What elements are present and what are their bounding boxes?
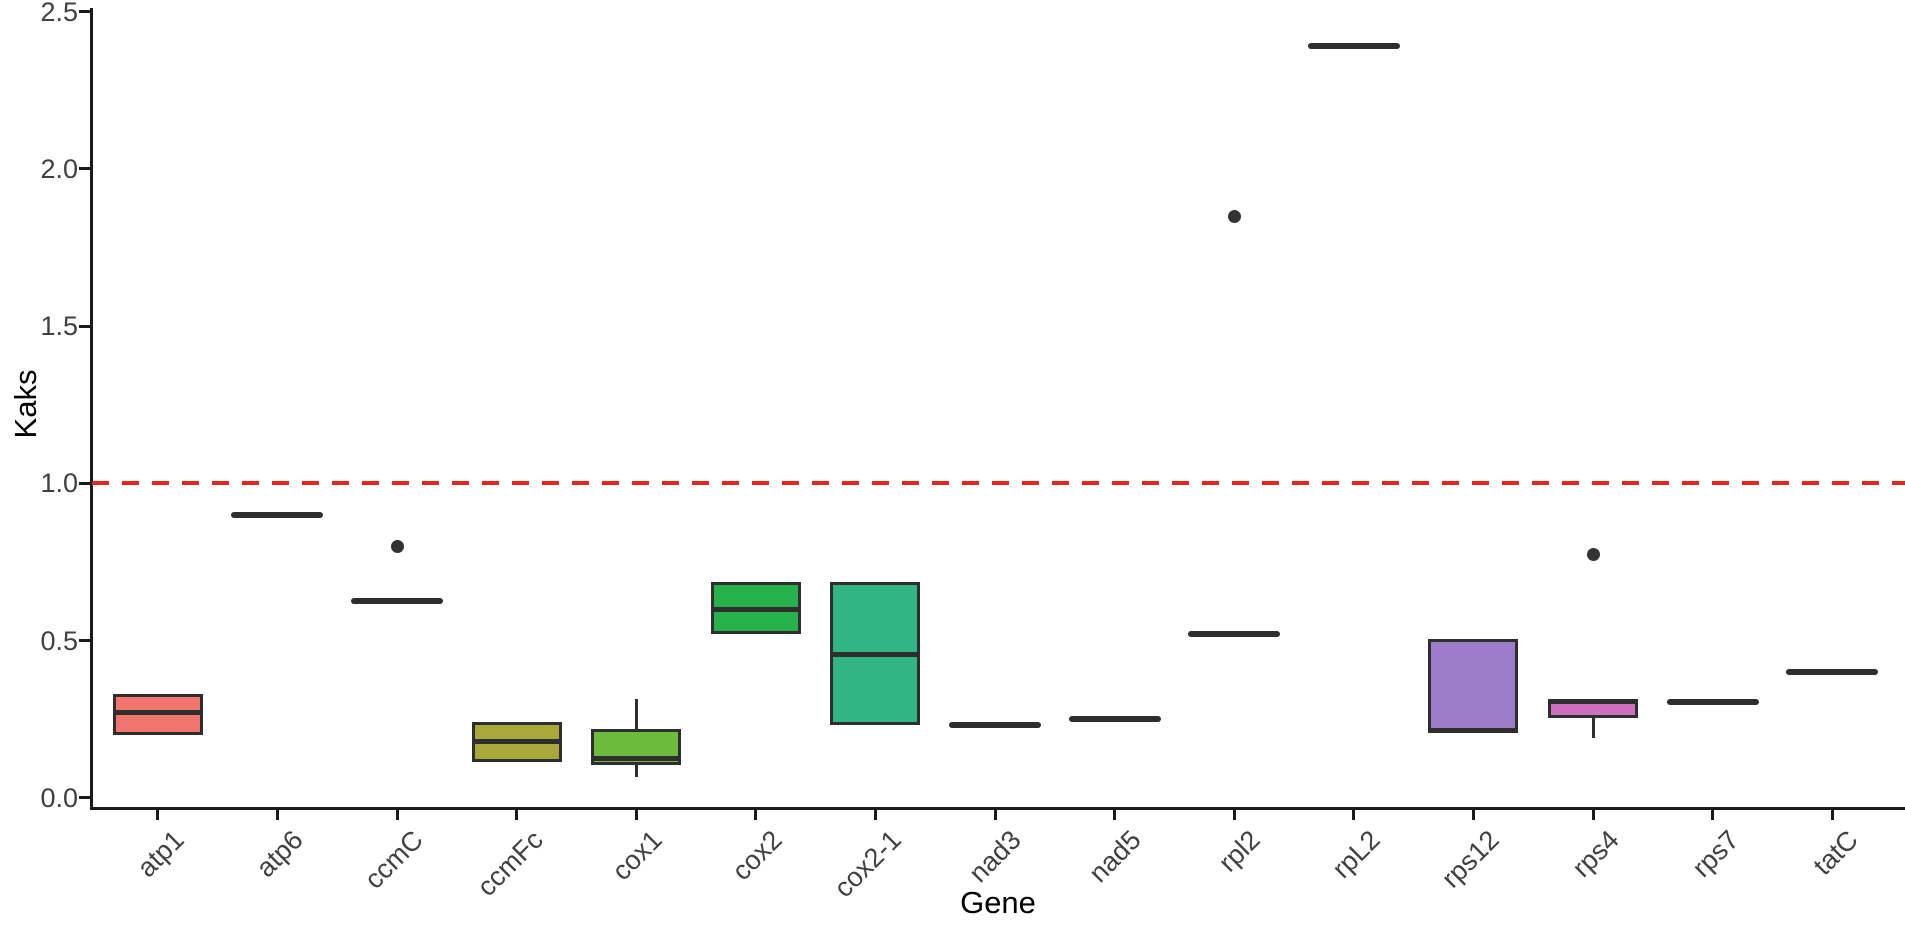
y-tick-label-1.5: 1.5 <box>40 311 78 342</box>
x-tick-label-tatC: tatC <box>1807 824 1864 881</box>
x-tick-label-rpL2: rpL2 <box>1326 824 1386 885</box>
whisker-low-rps4 <box>1591 717 1595 738</box>
x-tick-mark-rps7 <box>1711 808 1715 820</box>
median-rps4 <box>1548 699 1638 705</box>
x-tick-label-cox1: cox1 <box>606 824 668 887</box>
outlier-rps4-0 <box>1586 547 1600 561</box>
outlier-ccmC-0 <box>390 539 404 553</box>
median-atp1 <box>112 710 203 716</box>
y-tick-mark-1.5 <box>79 324 92 328</box>
boxplot-nad5 <box>1068 716 1161 723</box>
y-axis-title: Kaks <box>8 369 43 439</box>
y-tick-mark-2.0 <box>79 167 92 171</box>
x-tick-label-ccmC: ccmC <box>358 824 429 895</box>
median-cox2-1 <box>830 652 921 658</box>
x-tick-mark-tatC <box>1830 808 1834 820</box>
x-tick-mark-nad3 <box>993 808 997 820</box>
x-tick-label-atp1: atp1 <box>131 824 190 883</box>
x-axis-title: Gene <box>960 885 1036 920</box>
boxplot-atp6 <box>231 511 324 518</box>
y-tick-label-2.0: 2.0 <box>40 153 78 184</box>
y-tick-label-1.0: 1.0 <box>40 468 78 499</box>
x-tick-label-rps4: rps4 <box>1566 824 1625 883</box>
median-rps12 <box>1428 727 1519 733</box>
y-axis-line <box>90 8 93 810</box>
x-tick-label-nad5: nad5 <box>1082 824 1147 889</box>
y-tick-label-0.0: 0.0 <box>40 782 78 813</box>
x-tick-label-rps12: rps12 <box>1436 824 1506 894</box>
x-tick-label-cox2: cox2 <box>726 824 788 887</box>
y-tick-mark-2.5 <box>79 10 92 14</box>
x-tick-mark-rpL2 <box>1352 808 1356 820</box>
x-tick-mark-cox2 <box>754 808 758 820</box>
median-ccmFc <box>471 738 562 744</box>
x-tick-label-ccmFc: ccmFc <box>470 824 549 903</box>
x-tick-mark-ccmC <box>395 808 399 820</box>
x-tick-label-nad3: nad3 <box>963 824 1027 889</box>
boxplot-rpL2 <box>1307 43 1400 50</box>
x-tick-mark-atp1 <box>156 808 160 820</box>
x-tick-mark-cox1 <box>634 808 638 820</box>
x-tick-mark-rpl2 <box>1232 808 1236 820</box>
outlier-rpl2-0 <box>1227 209 1241 223</box>
y-tick-mark-0.0 <box>79 796 92 800</box>
x-tick-label-rpl2: rpl2 <box>1212 824 1266 878</box>
boxplot-ccmC <box>351 598 443 605</box>
x-tick-label-rps7: rps7 <box>1686 824 1745 883</box>
median-cox2 <box>710 606 801 612</box>
y-tick-mark-1.0 <box>79 481 92 485</box>
y-tick-label-0.5: 0.5 <box>40 625 78 656</box>
y-tick-mark-0.5 <box>79 639 92 642</box>
boxplot-nad3 <box>949 722 1041 729</box>
boxplot-tatC <box>1786 668 1879 675</box>
x-tick-mark-nad5 <box>1113 808 1117 820</box>
x-axis-line <box>90 807 1905 810</box>
x-tick-label-cox2-1: cox2-1 <box>828 824 908 904</box>
reference-line <box>92 481 1905 486</box>
whisker-low-cox1 <box>634 764 638 778</box>
y-tick-label-2.5: 2.5 <box>40 0 78 27</box>
x-tick-mark-cox2-1 <box>873 808 877 820</box>
whisker-high-cox1 <box>634 698 638 729</box>
boxplot-rps12 <box>1428 638 1519 732</box>
x-tick-label-atp6: atp6 <box>250 824 310 883</box>
x-tick-mark-rps4 <box>1591 808 1595 820</box>
x-tick-mark-ccmFc <box>515 808 519 820</box>
median-cox1 <box>591 755 682 761</box>
boxplot-rpl2 <box>1188 631 1281 638</box>
x-tick-mark-atp6 <box>275 808 279 820</box>
boxplot-rps7 <box>1666 698 1759 705</box>
x-tick-mark-rps12 <box>1471 808 1475 820</box>
